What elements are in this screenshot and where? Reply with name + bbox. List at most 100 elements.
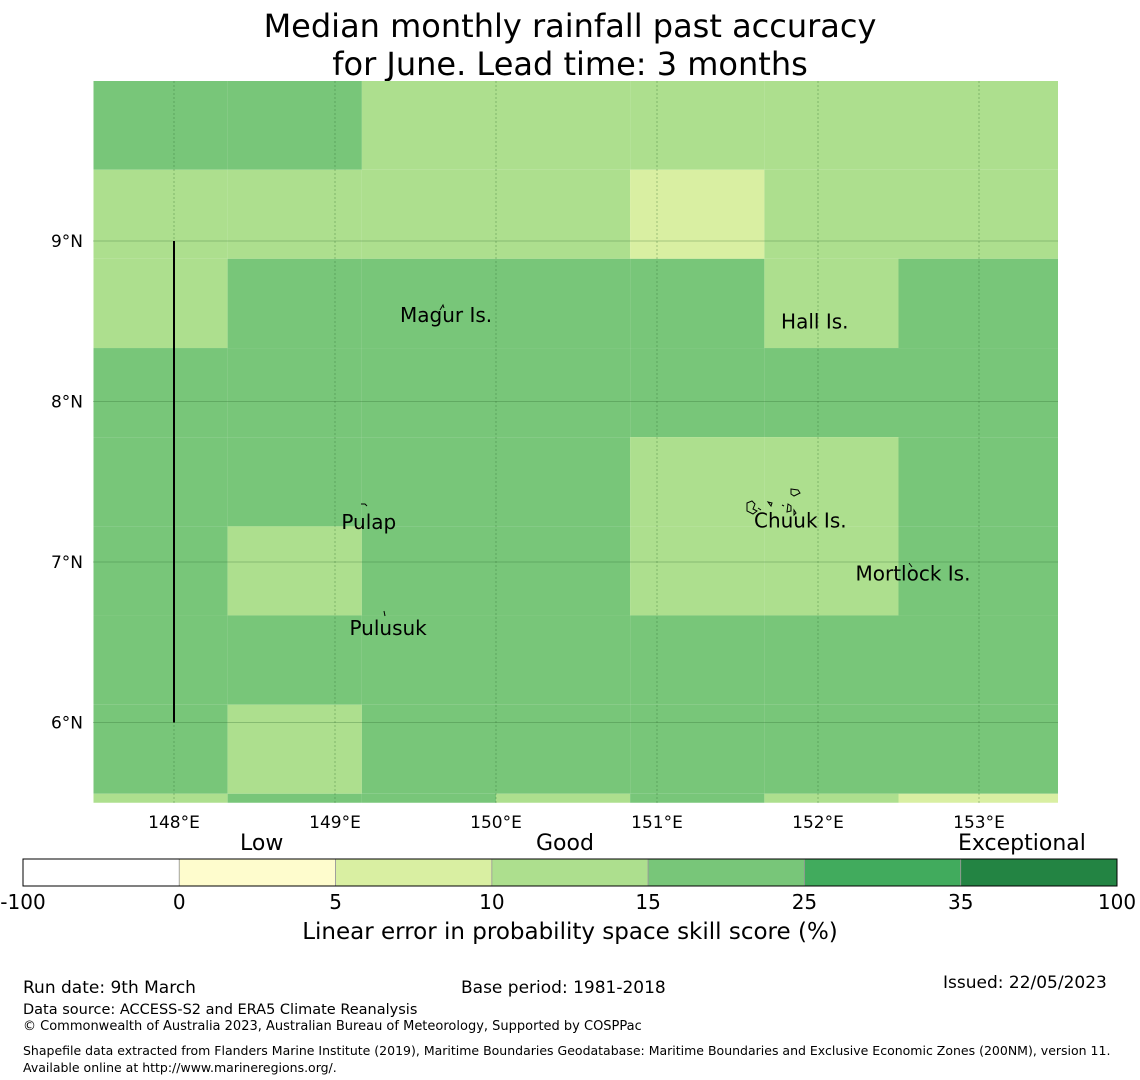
grid-cell <box>496 348 631 438</box>
place-label-pulusuk: Pulusuk <box>349 616 427 640</box>
colorbar-tick-label: 100 <box>1098 890 1136 914</box>
colorbar-tick-label: 35 <box>948 890 973 914</box>
colorbar-tick-label: 10 <box>479 890 504 914</box>
shapefile-attribution: Shapefile data extracted from Flanders M… <box>23 1043 1111 1075</box>
grid-cell <box>764 704 899 794</box>
grid-cell <box>764 258 899 349</box>
latitude-tick-label: 8°N <box>51 393 83 413</box>
grid-cell <box>764 348 899 438</box>
latitude-tick-label: 6°N <box>51 714 83 734</box>
chuuk-lagoon-outline <box>746 488 801 517</box>
grid-cell <box>227 615 362 705</box>
pulap-island-outline <box>361 503 368 507</box>
grid-cell <box>496 704 631 794</box>
mortlock-island-outline <box>908 562 913 568</box>
grid-cell <box>898 615 1058 705</box>
grid-cell <box>496 81 631 170</box>
grid-cell <box>898 793 1058 803</box>
map-title-line-1: Median monthly rainfall past accuracy <box>263 7 877 45</box>
grid-cell <box>630 169 765 259</box>
grid-cell <box>496 793 631 803</box>
grid-cell <box>630 615 765 705</box>
grid-cell <box>361 704 496 794</box>
colorbar-segment <box>335 858 493 887</box>
colorbar: -100 0 5 10 15 25 35 100 <box>0 858 1136 914</box>
grid-cell <box>227 526 362 616</box>
lat-lon-gridlines <box>93 81 1058 804</box>
issued-date: Issued: 22/05/2023 <box>943 973 1107 993</box>
colorbar-segment <box>178 858 336 887</box>
colorbar-tick-label: 0 <box>173 890 186 914</box>
grid-cell <box>361 793 496 803</box>
longitude-tick-label: 149°E <box>309 813 361 833</box>
grid-cell <box>361 81 496 170</box>
grid-cell <box>630 526 765 616</box>
data-source: Data source: ACCESS-S2 and ERA5 Climate … <box>23 1002 418 1018</box>
grid-cell <box>93 526 228 616</box>
grid-cell <box>496 169 631 259</box>
grid-cell <box>898 169 1058 259</box>
colorbar-segment <box>647 858 805 887</box>
grid-cell <box>93 615 228 705</box>
grid-cell <box>764 615 899 705</box>
pulusuk-island-outline <box>383 610 386 617</box>
grid-cell <box>93 81 228 170</box>
colorbar-axis-label: Linear error in probability space skill … <box>302 919 838 945</box>
grid-cell <box>227 704 362 794</box>
grid-cell <box>898 437 1058 527</box>
grid-cell <box>630 437 765 527</box>
island-outlines <box>361 303 913 617</box>
grid-cell <box>361 348 496 438</box>
grid-cell <box>227 348 362 438</box>
latitude-tick-label: 9°N <box>51 232 83 252</box>
place-label-hall-is: Hall Is. <box>781 309 848 333</box>
longitude-tick-label: 151°E <box>631 813 683 833</box>
grid-cell <box>630 704 765 794</box>
grid-cell <box>630 258 765 349</box>
colorbar-outline <box>22 858 1118 887</box>
longitude-tick-label: 150°E <box>470 813 522 833</box>
grid-cell <box>898 348 1058 438</box>
grid-cell <box>764 169 899 259</box>
colorbar-tick-label: 5 <box>329 890 342 914</box>
grid-cell <box>93 258 228 349</box>
grid-cell <box>496 258 631 349</box>
colorbar-segment <box>960 858 1118 887</box>
grid-cell <box>93 348 228 438</box>
grid-cell <box>630 793 765 803</box>
grid-cell <box>227 437 362 527</box>
colorbar-tick-label: 15 <box>635 890 660 914</box>
longitude-tick-label: 153°E <box>953 813 1005 833</box>
grid-cell <box>361 526 496 616</box>
place-label-chuuk-is: Chuuk Is. <box>754 508 847 532</box>
grid-cell <box>764 526 899 616</box>
magur-island-outline <box>439 303 445 311</box>
place-labels: Magur Is. Hall Is. Pulap Chuuk Is. Mortlock … <box>341 303 970 640</box>
axis-tick-labels: 148°E 149°E 150°E 151°E 152°E 153°E 6°N 7°N 8°N 9… <box>51 232 1005 833</box>
colorbar-segment <box>491 858 649 887</box>
grid-cell <box>898 526 1058 616</box>
grid-cell <box>93 704 228 794</box>
colorbar-category-exceptional: Exceptional <box>958 831 1086 856</box>
map-title-line-2: for June. Lead time: 3 months <box>332 45 808 83</box>
colorbar-segment <box>804 858 962 887</box>
grid-cell <box>93 793 228 803</box>
skill-grid <box>93 81 1058 803</box>
latitude-tick-label: 7°N <box>51 553 83 573</box>
grid-cell <box>361 169 496 259</box>
grid-cell <box>496 526 631 616</box>
grid-cell <box>93 437 228 527</box>
grid-cell <box>93 169 228 259</box>
colorbar-category-low: Low <box>240 831 284 856</box>
map-chart: Magur Is. Hall Is. Pulap Chuuk Is. Mortlock … <box>0 81 1136 914</box>
grid-cell <box>898 258 1058 349</box>
grid-cell <box>361 258 496 349</box>
grid-cell <box>496 437 631 527</box>
grid-cell <box>764 793 899 803</box>
place-label-mortlock-is: Mortlock Is. <box>856 561 971 585</box>
grid-cell <box>898 81 1058 170</box>
colorbar-segment <box>22 858 180 887</box>
longitude-tick-label: 152°E <box>792 813 844 833</box>
colorbar-tick-label: -100 <box>0 890 45 914</box>
grid-cell <box>630 81 765 170</box>
